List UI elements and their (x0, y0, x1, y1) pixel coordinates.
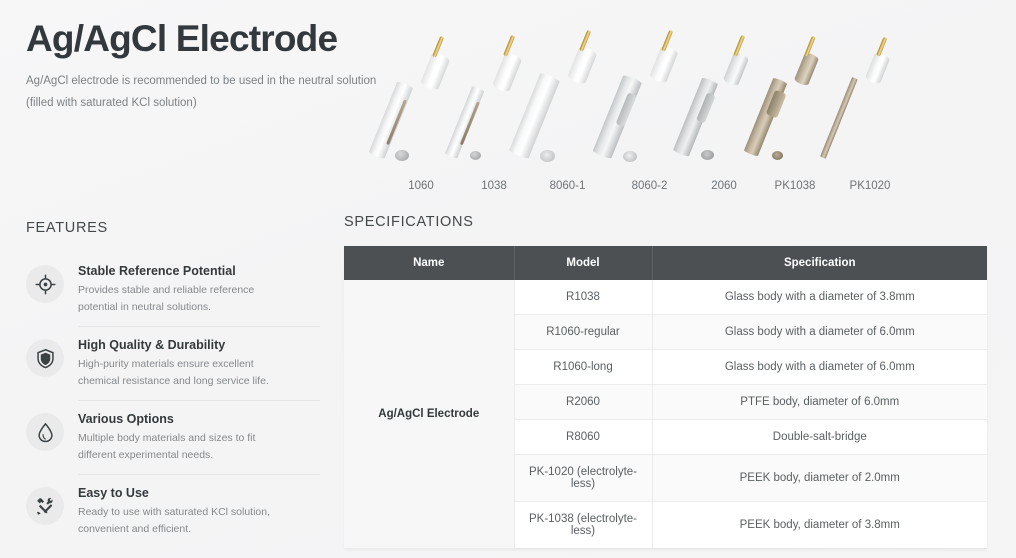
electrode-cap (491, 51, 523, 94)
electrode-cap (722, 51, 750, 87)
specification-cell: Glass body with a diameter of 6.0mm (652, 349, 987, 385)
specifications-table: Name Model Specification Ag/AgCl Electro… (344, 246, 987, 549)
feature-text: Stable Reference Potential Provides stab… (78, 263, 293, 316)
electrode-1038: 1038 (444, 32, 536, 192)
electrode-2060: 2060 (672, 32, 766, 192)
feature-description: Ready to use with saturated KCl solution… (78, 506, 271, 535)
features-heading: FEATURES (26, 220, 108, 236)
table-row: Ag/AgCl Electrode R1038 Glass body with … (344, 280, 987, 549)
specifications-heading: SPECIFICATIONS (344, 214, 474, 230)
electrode-opening (623, 151, 637, 162)
feature-title: Various Options (78, 412, 174, 426)
model-cell: PK-1020 (electrolyte-less) (514, 454, 653, 502)
table-head: Name Model Specification (344, 246, 987, 280)
feature-item-various-options: Various Options Multiple body materials … (26, 400, 326, 474)
table-row: R8060 Double-salt-bridge (344, 419, 987, 455)
table-body: Ag/AgCl Electrode R1038 Glass body with … (344, 280, 987, 549)
electrode-8060-2: 8060-2 (592, 28, 695, 192)
feature-description: Multiple body materials and sizes to fit… (78, 432, 256, 461)
model-cell: R2060 (514, 384, 653, 420)
hero-subtitle-line-2: (filled with saturated KCl solution) (26, 96, 197, 109)
table-row: PK-1038 (electrolyte-less) PEEK body, di… (344, 501, 987, 549)
feature-description: Provides stable and reliable reference p… (78, 284, 255, 313)
feature-title: Stable Reference Potential (78, 264, 236, 278)
electrode-label: 8060-2 (631, 180, 668, 192)
specification-cell: Double-salt-bridge (652, 419, 987, 455)
product-name-cell: Ag/AgCl Electrode (344, 280, 515, 549)
feature-text: Easy to Use Ready to use with saturated … (78, 485, 293, 538)
electrode-label: 1060 (408, 180, 434, 192)
electrode-frit-tip (395, 150, 409, 161)
electrode-cap (793, 51, 820, 87)
hero-subtitle-line-1: Ag/AgCl electrode is recommended to be u… (26, 75, 377, 88)
feature-description: High-purity materials ensure excellent c… (78, 358, 269, 387)
electrode-pk1020: PK1020 (820, 34, 918, 192)
specifications-section: SPECIFICATIONS Name Model Specification … (344, 214, 987, 549)
specification-cell: PEEK body, diameter of 2.0mm (652, 454, 987, 502)
column-header-specification: Specification (652, 246, 987, 280)
specification-cell: PTFE body, diameter of 6.0mm (652, 384, 987, 420)
table-row: R1060-long Glass body with a diameter of… (344, 349, 987, 385)
model-cell: R8060 (514, 419, 653, 455)
feature-item-stable-reference-potential: Stable Reference Potential Provides stab… (26, 252, 326, 326)
page-title: Ag/AgCl Electrode (26, 18, 338, 59)
table-header-row: Name Model Specification (344, 246, 987, 280)
model-cell: R1060-long (514, 349, 653, 385)
column-header-model: Model (514, 246, 653, 280)
electrode-frit-tip (470, 151, 481, 160)
electrode-label: 2060 (711, 180, 737, 192)
electrode-tip (772, 151, 783, 160)
tools-icon (26, 487, 64, 525)
feature-item-easy-to-use: Easy to Use Ready to use with saturated … (26, 474, 326, 548)
model-cell: R1038 (514, 280, 653, 315)
specification-cell: Glass body with a diameter of 6.0mm (652, 314, 987, 350)
electrode-label: PK1038 (774, 180, 816, 192)
shield-icon (26, 339, 64, 377)
feature-title: High Quality & Durability (78, 338, 226, 352)
feature-title: Easy to Use (78, 486, 149, 500)
electrode-tip (701, 150, 714, 160)
product-image-gallery: 1060 1038 8060-1 8060-2 2060 (368, 10, 1002, 195)
features-section: FEATURES Stable Reference Potential Prov… (26, 220, 326, 548)
table-row: R1060-regular Glass body with a diameter… (344, 314, 987, 350)
specification-cell: Glass body with a diameter of 3.8mm (652, 280, 987, 315)
feature-text: Various Options Multiple body materials … (78, 411, 293, 464)
model-cell: R1060-regular (514, 314, 653, 350)
droplet-icon (26, 413, 64, 451)
table-row: PK-1020 (electrolyte-less) PEEK body, di… (344, 454, 987, 502)
specification-cell: PEEK body, diameter of 3.8mm (652, 501, 987, 549)
electrode-pk1038: PK1038 (743, 34, 838, 192)
electrode-opening (540, 150, 555, 162)
hero-subtitle: Ag/AgCl electrode is recommended to be u… (26, 71, 426, 114)
hero-section: Ag/AgCl Electrode Ag/AgCl electrode is r… (26, 18, 426, 114)
electrode-label: 1038 (481, 180, 507, 192)
model-cell: PK-1038 (electrolyte-less) (514, 501, 653, 549)
feature-item-high-quality-durability: High Quality & Durability High-purity ma… (26, 326, 326, 400)
feature-text: High Quality & Durability High-purity ma… (78, 337, 293, 390)
electrode-connector (864, 51, 891, 85)
table-row: R2060 PTFE body, diameter of 6.0mm (344, 384, 987, 420)
target-icon (26, 265, 64, 303)
column-header-name: Name (344, 246, 515, 280)
electrode-label: PK1020 (849, 180, 891, 192)
electrode-8060-1: 8060-1 (508, 28, 613, 192)
electrode-1060: 1060 (368, 32, 464, 192)
electrode-label: 8060-1 (549, 180, 586, 192)
